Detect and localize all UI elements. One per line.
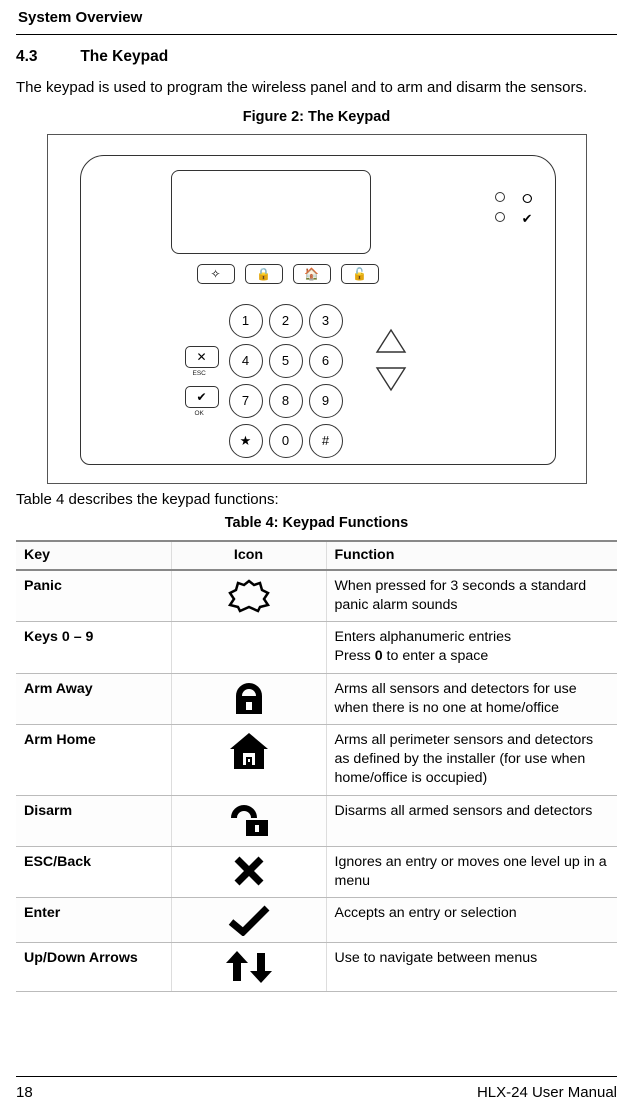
fn-line1: Enters alphanumeric entries [335, 629, 512, 645]
panic-button[interactable]: ✧ [197, 264, 235, 284]
key-3[interactable]: 3 [309, 304, 343, 338]
column-icon: Icon [171, 541, 326, 570]
section-heading: 4.3 The Keypad [16, 47, 617, 68]
led-bottom [495, 212, 505, 222]
disarm-button[interactable]: 🔓 [341, 264, 379, 284]
up-arrow-button[interactable] [375, 328, 407, 354]
key-name: Disarm [16, 795, 171, 846]
running-head-left: System Overview [18, 8, 142, 28]
arm-away-button[interactable]: 🔒 [245, 264, 283, 284]
table-row: Panic When pressed for 3 seconds a stand… [16, 570, 617, 622]
key-function: Enters alphanumeric entries Press 0 to e… [326, 622, 617, 673]
page-number: 18 [16, 1083, 33, 1103]
header-rule [16, 34, 617, 35]
intro-text: The keypad is used to program the wirele… [16, 78, 617, 98]
key-function: Arms all sensors and detectors for use w… [326, 673, 617, 724]
led-top [495, 192, 505, 202]
key-1[interactable]: 1 [229, 304, 263, 338]
key-function: When pressed for 3 seconds a standard pa… [326, 570, 617, 622]
key-name: Up/Down Arrows [16, 942, 171, 991]
key-name: Keys 0 – 9 [16, 622, 171, 673]
ok-label: OK [195, 410, 204, 419]
key-0[interactable]: 0 [269, 424, 303, 458]
key-9[interactable]: 9 [309, 384, 343, 418]
table-row: Arm Home Arms all perimeter sensors and … [16, 725, 617, 796]
key-2[interactable]: 2 [269, 304, 303, 338]
doc-title: HLX-24 User Manual [477, 1083, 617, 1103]
table-row: ESC/Back Ignores an entry or moves one l… [16, 846, 617, 897]
key-function: Accepts an entry or selection [326, 897, 617, 942]
key-7[interactable]: 7 [229, 384, 263, 418]
keypad-figure: ⭘ ✔ ✧ 🔒 🏠 🔓 ✕ ESC ✔ OK 1 2 3 4 5 6 7 8 9… [47, 134, 587, 484]
after-figure-text: Table 4 describes the keypad functions: [16, 490, 617, 510]
power-icon: ⭘ [522, 190, 532, 208]
keypad-body: ⭘ ✔ ✧ 🔒 🏠 🔓 ✕ ESC ✔ OK 1 2 3 4 5 6 7 8 9… [80, 155, 556, 465]
figure-caption: Figure 2: The Keypad [16, 108, 617, 128]
enter-icon [171, 897, 326, 942]
arm-home-icon [171, 725, 326, 796]
key-function: Use to navigate between menus [326, 942, 617, 991]
key-function: Disarms all armed sensors and detectors [326, 795, 617, 846]
keypad-functions-table: Key Icon Function Panic When pressed for… [16, 540, 617, 992]
ok-button[interactable]: ✔ [185, 386, 219, 408]
arm-home-button[interactable]: 🏠 [293, 264, 331, 284]
check-icon: ✔ [522, 210, 533, 228]
lcd-screen [171, 170, 371, 254]
column-function: Function [326, 541, 617, 570]
key-star[interactable]: ★ [229, 424, 263, 458]
page-footer: 18 HLX-24 User Manual [16, 1076, 617, 1103]
key-5[interactable]: 5 [269, 344, 303, 378]
key-name: ESC/Back [16, 846, 171, 897]
table-row: Enter Accepts an entry or selection [16, 897, 617, 942]
down-arrow-button[interactable] [375, 366, 407, 392]
fn-bold: 0 [375, 648, 383, 664]
column-key: Key [16, 541, 171, 570]
esc-button[interactable]: ✕ [185, 346, 219, 368]
fn-suffix: to enter a space [383, 648, 489, 664]
key-4[interactable]: 4 [229, 344, 263, 378]
table-row: Disarm Disarms all armed sensors and det… [16, 795, 617, 846]
arm-away-icon [171, 673, 326, 724]
key-8[interactable]: 8 [269, 384, 303, 418]
section-title: The Keypad [80, 48, 168, 65]
key-name: Panic [16, 570, 171, 622]
table-row: Up/Down Arrows Use to navigate between m… [16, 942, 617, 991]
mode-button-row: ✧ 🔒 🏠 🔓 [197, 264, 379, 284]
key-function: Arms all perimeter sensors and detectors… [326, 725, 617, 796]
updown-icon [171, 942, 326, 991]
key-hash[interactable]: # [309, 424, 343, 458]
table-row: Arm Away Arms all sensors and detectors … [16, 673, 617, 724]
key-6[interactable]: 6 [309, 344, 343, 378]
fn-prefix: Press [335, 648, 375, 664]
panic-icon [171, 570, 326, 622]
table-row: Keys 0 – 9 Enters alphanumeric entries P… [16, 622, 617, 673]
key-name: Enter [16, 897, 171, 942]
section-number: 4.3 [16, 47, 76, 68]
numeric-keypad: 1 2 3 4 5 6 7 8 9 ★ 0 # [229, 304, 343, 458]
key-name: Arm Away [16, 673, 171, 724]
key-name: Arm Home [16, 725, 171, 796]
blank-icon [171, 622, 326, 673]
esc-label: ESC [193, 370, 206, 379]
disarm-icon [171, 795, 326, 846]
esc-icon [171, 846, 326, 897]
key-function: Ignores an entry or moves one level up i… [326, 846, 617, 897]
table-caption: Table 4: Keypad Functions [16, 514, 617, 534]
